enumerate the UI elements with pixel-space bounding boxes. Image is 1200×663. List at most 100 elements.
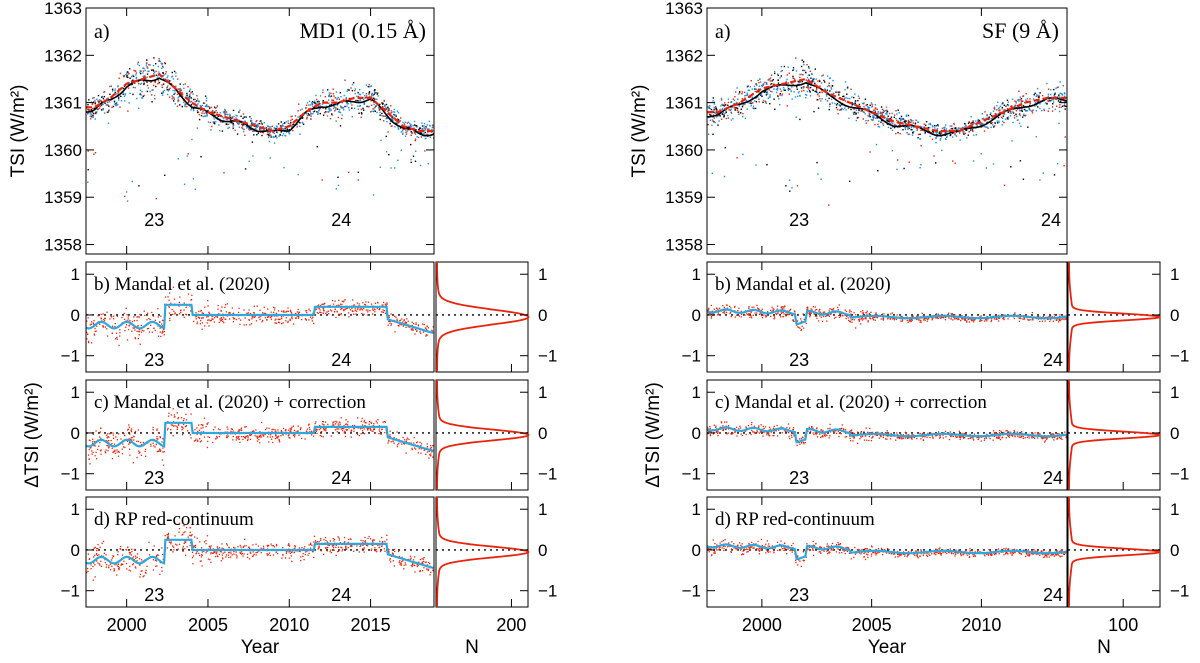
tsi-data-point	[379, 166, 381, 168]
residual-point	[102, 325, 104, 327]
tsi-data-point	[785, 80, 787, 83]
tsi-data-point	[148, 64, 150, 66]
tsi-data-point	[741, 98, 743, 100]
residual-point	[195, 440, 197, 442]
tsi-data-point	[809, 95, 812, 97]
residual-point	[121, 563, 123, 565]
residual-point	[194, 546, 197, 548]
residual-point	[134, 337, 136, 339]
residual-point	[269, 436, 271, 438]
residual-point	[393, 442, 395, 444]
tsi-data-point	[299, 125, 301, 128]
x-tick-label: 2010	[269, 615, 309, 635]
residual-point	[223, 322, 225, 324]
residual-point	[372, 309, 374, 311]
tsi-data-point	[155, 85, 157, 88]
tsi-data-point	[161, 94, 164, 96]
tsi-data-point	[941, 149, 943, 152]
tsi-data-point	[869, 104, 871, 106]
residual-point	[209, 546, 211, 548]
residual-point	[254, 315, 256, 317]
residual-point	[317, 312, 319, 315]
residual-point	[415, 323, 417, 325]
tsi-data-point	[415, 125, 418, 127]
residual-point	[122, 563, 124, 566]
tsi-data-point	[742, 112, 744, 115]
residual-scatter	[86, 286, 434, 347]
tsi-data-point	[299, 133, 301, 135]
tsi-data-point	[1011, 140, 1013, 142]
tsi-data-point	[426, 124, 428, 126]
tsi-data-point	[711, 119, 714, 121]
residual-smooth-line	[86, 421, 434, 453]
residual-point	[234, 547, 236, 549]
tsi-data-point	[92, 97, 94, 99]
tsi-data-point	[232, 109, 235, 112]
tsi-data-point	[366, 105, 368, 108]
residual-point	[220, 318, 222, 320]
tsi-data-point	[270, 134, 272, 137]
tsi-data-point	[292, 123, 295, 126]
tsi-data-point	[870, 119, 873, 121]
residual-point	[117, 455, 120, 457]
residual-point	[170, 429, 172, 431]
tsi-data-point	[231, 122, 233, 124]
residual-point	[372, 308, 374, 310]
residual-point	[216, 315, 218, 317]
tsi-data-point	[330, 104, 332, 106]
tsi-data-point	[841, 107, 843, 109]
residual-point	[367, 311, 369, 313]
residual-point	[308, 319, 310, 321]
residual-point	[247, 437, 249, 439]
tsi-data-point	[715, 107, 717, 109]
y-tick-label: −1	[61, 582, 80, 601]
residual-point	[370, 422, 373, 424]
tsi-data-point	[809, 70, 811, 72]
tsi-data-point	[779, 92, 781, 95]
tsi-data-point	[342, 98, 345, 101]
residual-point	[140, 441, 142, 444]
tsi-data-point	[1047, 93, 1050, 95]
residual-point	[384, 550, 386, 552]
tsi-data-point	[1047, 110, 1049, 112]
residual-point	[282, 322, 284, 324]
residual-point	[300, 556, 302, 558]
tsi-data-point	[845, 109, 847, 111]
tsi-data-point	[741, 91, 743, 93]
tsi-data-point	[867, 115, 869, 117]
residual-point	[296, 311, 298, 313]
residual-point	[148, 317, 150, 320]
tsi-data-point	[1001, 117, 1004, 119]
tsi-data-point	[305, 107, 307, 110]
tsi-data-point	[1044, 102, 1047, 104]
residual-point	[337, 546, 340, 548]
residual-point	[230, 552, 232, 554]
residual-point	[411, 328, 413, 330]
tsi-data-point	[391, 117, 393, 119]
tsi-data-point	[754, 88, 756, 90]
tsi-data-point	[105, 104, 108, 106]
residual-point	[127, 318, 129, 320]
tsi-data-point	[811, 80, 813, 82]
tsi-data-point	[318, 109, 320, 111]
tsi-data-point	[169, 80, 171, 82]
residual-point	[176, 428, 178, 430]
tsi-data-point	[350, 102, 352, 104]
residual-point	[305, 319, 307, 321]
residual-point	[111, 458, 114, 460]
tsi-data-point	[91, 111, 94, 113]
residual-point	[159, 573, 161, 575]
residual-point	[203, 541, 206, 543]
tsi-data-point	[91, 116, 93, 118]
tsi-data-point	[808, 67, 810, 70]
residual-point	[276, 553, 279, 555]
residual-point	[238, 438, 241, 440]
residual-point	[211, 315, 213, 318]
residual-point	[363, 419, 365, 422]
residual-point	[262, 312, 264, 314]
tsi-data-point	[139, 83, 142, 85]
residual-point	[193, 546, 195, 548]
residual-point	[139, 576, 141, 578]
tsi-data-point	[107, 111, 109, 113]
tsi-data-point	[1015, 110, 1018, 112]
